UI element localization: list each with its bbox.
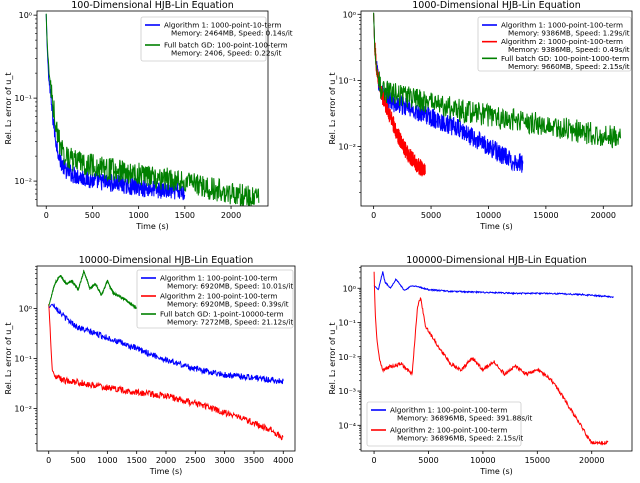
x-tick-label: 0 [44, 211, 49, 220]
chart-title: 100-Dimensional HJB-Lin Equation [71, 0, 233, 11]
y-tick-label: 10⁰ [343, 10, 356, 19]
x-tick-label: 1000 [97, 456, 117, 465]
panel-1000-dim: 0 5000 10000 15000 20000 10⁻² 10⁻¹ 10⁰ 1000-Dime… [328, 0, 633, 231]
x-axis-label: Time (s) [479, 222, 513, 231]
series-line-1 [48, 304, 284, 441]
x-tick-label: 2500 [185, 456, 205, 465]
series-line-0 [373, 13, 524, 173]
legend-series-detail: Memory: 7272MB, Speed: 21.12s/it [167, 318, 293, 327]
legend-box [140, 16, 267, 62]
y-tick-label: 10⁻⁴ [338, 421, 356, 430]
series-line-0 [373, 271, 614, 299]
chart-title: 1000-Dimensional HJB-Lin Equation [412, 0, 581, 11]
x-tick-label: 2000 [221, 211, 241, 220]
x-tick-label: 5000 [421, 211, 441, 220]
x-tick-label: 0 [46, 456, 51, 465]
series-line-2 [48, 269, 138, 310]
legend-series-detail: Memory: 9660MB, Speed: 2.15s/it [508, 62, 630, 71]
x-tick-label: 1000 [128, 211, 148, 220]
series-line-2 [373, 12, 621, 149]
legend-series-name: Algorithm 1: 100-point-100-term [390, 406, 507, 415]
x-tick-label: 10000 [470, 456, 495, 465]
series-line-1 [373, 13, 426, 177]
plot-frame [360, 10, 633, 207]
y-tick-label: 10⁰ [343, 284, 356, 293]
x-tick-label: 20000 [579, 456, 604, 465]
x-tick-label: 10000 [476, 211, 501, 220]
legend-series-name: Algorithm 2: 100-point-100-term [390, 426, 507, 435]
y-tick-label: 10⁻¹ [338, 319, 356, 328]
x-tick-label: 0 [372, 456, 377, 465]
legend-series-detail: Memory: 36896MB, Speed: 2.15s/it [397, 434, 523, 443]
legend-series-detail: Memory: 2406, Speed: 0.22s/it [171, 49, 282, 58]
legend-series-name: Full batch GD: 1-point-10000-term [160, 310, 284, 319]
chart-title: 10000-Dimensional HJB-Lin Equation [79, 255, 254, 266]
series-line-0 [45, 14, 186, 201]
x-tick-label: 1500 [127, 456, 147, 465]
chart-title: 100000-Dimensional HJB-Lin Equation [406, 255, 587, 266]
y-tick-label: 10⁻¹ [338, 76, 356, 85]
legend-series-detail: Memory: 9386MB, Speed: 1.29s/it [508, 29, 630, 38]
x-tick-label: 0 [371, 211, 376, 220]
legend-box [136, 269, 294, 329]
legend-series-name: Full batch GD: 100-point-100-term [164, 41, 288, 50]
legend-series-name: Algorithm 2: 100-point-100-term [160, 292, 277, 301]
y-axis-label: Rel. L₂ error of u_t [4, 72, 13, 144]
legend-box [477, 16, 632, 72]
y-axis-label: Rel. L₂ error of u_t [328, 72, 337, 144]
legend-series-name: Algorithm 2: 1000-point-100-term [501, 37, 623, 46]
series-line-1 [373, 271, 609, 446]
panel-100000-dim: 0 5000 10000 15000 20000 10⁻⁴ 10⁻³ 10⁻² 10⁻¹ 10⁰ 1… [328, 255, 633, 476]
y-tick-label: 10⁻³ [338, 387, 356, 396]
x-tick-label: 15000 [525, 456, 550, 465]
legend-series-name: Algorithm 1: 1000-point-10-term [164, 21, 281, 30]
y-axis-label: Rel. L₂ error of u_t [328, 322, 337, 394]
x-axis-label: Time (s) [479, 467, 513, 476]
y-axis-label: Rel. L₂ error of u_t [4, 322, 13, 394]
x-tick-label: 15000 [533, 211, 558, 220]
legend-series-detail: Memory: 2464MB, Speed: 0.14s/it [171, 29, 293, 38]
x-tick-label: 4000 [273, 456, 293, 465]
y-tick-label: 10⁻¹ [14, 94, 32, 103]
legend-series-name: Algorithm 1: 100-point-100-term [160, 274, 277, 283]
x-tick-label: 20000 [591, 211, 616, 220]
y-tick-label: 10⁻² [338, 353, 356, 362]
y-tick-label: 10⁰ [19, 305, 32, 314]
x-tick-label: 5000 [418, 456, 438, 465]
legend-series-detail: Memory: 36896MB, Speed: 391.88s/it [397, 414, 533, 423]
y-tick-label: 10⁰ [19, 11, 32, 20]
legend-box [366, 401, 522, 447]
x-axis-label: Time (s) [135, 222, 169, 231]
y-tick-label: 10⁻² [338, 143, 356, 152]
legend-series-detail: Memory: 6920MB, Speed: 0.39s/it [167, 300, 289, 309]
legend-series-detail: Memory: 6920MB, Speed: 10.01s/it [167, 282, 293, 291]
legend-series-name: Full batch GD: 100-point-1000-term [501, 54, 629, 63]
legend-series-name: Algorithm 1: 1000-point-100-term [501, 21, 623, 30]
y-tick-label: 10⁻¹ [14, 355, 32, 364]
x-tick-label: 1500 [175, 211, 195, 220]
panel-100-dim: 0 500 1000 1500 2000 10⁻² 10⁻¹ 10⁰ 100-Dimension… [4, 0, 293, 231]
x-tick-label: 3000 [214, 456, 234, 465]
plot-frame [36, 10, 269, 207]
series-line-0 [48, 303, 284, 385]
y-tick-label: 10⁻² [14, 405, 32, 414]
x-axis-label: Time (s) [149, 467, 183, 476]
y-tick-label: 10⁻² [14, 177, 32, 186]
legend-series-detail: Memory: 9386MB, Speed: 0.49s/it [508, 45, 630, 54]
x-tick-label: 500 [70, 456, 85, 465]
panel-10000-dim: 0 500 1000 1500 2000 2500 3000 3500 4000 10⁻² 10⁻¹… [4, 255, 296, 476]
x-tick-label: 2000 [156, 456, 176, 465]
series-line-1 [45, 13, 260, 206]
x-tick-label: 500 [85, 211, 100, 220]
x-tick-label: 3500 [244, 456, 264, 465]
